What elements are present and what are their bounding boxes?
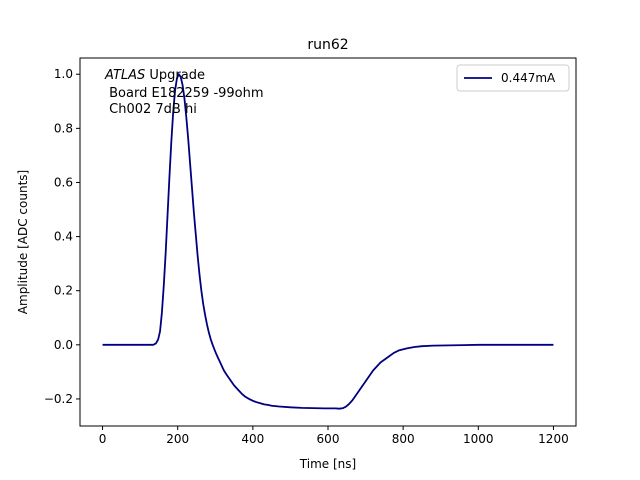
y-tick-label: 0.2 [54, 284, 73, 298]
y-tick-label: 0.4 [54, 230, 73, 244]
y-tick-label: 1.0 [54, 67, 73, 81]
chart-title: run62 [307, 37, 348, 53]
x-axis: 0 200 400 600 800 1000 1200 [99, 426, 569, 446]
annotation-upgrade: Upgrade [145, 68, 205, 83]
x-tick-label: 800 [392, 432, 415, 446]
annotation-line-2: Board E182259 -99ohm [105, 86, 264, 101]
x-axis-label: Time [ns] [299, 457, 356, 471]
x-tick-label: 1000 [463, 432, 494, 446]
series-layer [102, 73, 554, 410]
y-tick-label: 0.8 [54, 121, 73, 135]
y-tick-label: 0.6 [54, 175, 73, 189]
series-line-0 [102, 73, 554, 410]
annotation-atlas: ATLAS [104, 68, 145, 83]
legend-entry-label: 0.447mA [501, 71, 556, 85]
legend-box [456, 64, 570, 92]
x-tick-label: 0 [99, 432, 107, 446]
y-axis: −0.2 0.0 0.2 0.4 0.6 0.8 1.0 [44, 67, 80, 406]
legend: 0.447mA [456, 64, 570, 92]
y-axis-label: Amplitude [ADC counts] [16, 170, 30, 314]
annotation-line-3: Ch002 7dB hi [105, 102, 197, 117]
x-tick-label: 200 [166, 432, 189, 446]
annotation-block: ATLAS Upgrade Board E182259 -99ohm Ch002… [104, 68, 264, 117]
y-tick-label: 0.0 [54, 338, 73, 352]
plot-area: 0 200 400 600 800 1000 1200 −0.2 0.0 0.2 0.4 0.6 0.… [44, 57, 577, 446]
x-tick-label: 400 [241, 432, 264, 446]
x-tick-label: 1200 [538, 432, 569, 446]
x-tick-label: 600 [317, 432, 340, 446]
annotation-line-1: ATLAS Upgrade [104, 68, 205, 83]
y-tick-label: −0.2 [44, 392, 73, 406]
